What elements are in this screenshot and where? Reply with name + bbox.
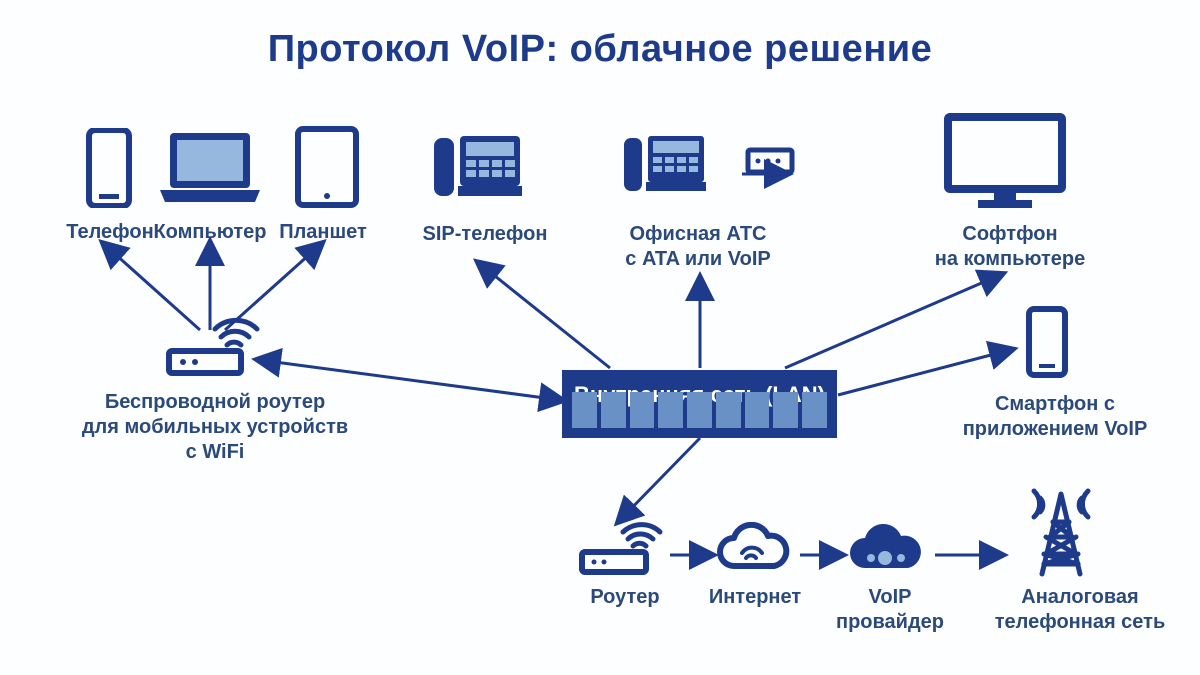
label-softphone: Софтфонна компьютере xyxy=(920,222,1100,272)
lan-switch: Внутренняя сеть (LAN) xyxy=(562,370,837,438)
label-computer: Компьютер xyxy=(145,220,275,245)
pbx-icon xyxy=(620,132,795,213)
label-wifi-router: Беспроводной роутердля мобильных устройс… xyxy=(75,390,355,465)
label-internet: Интернет xyxy=(700,585,810,610)
label-pbx: Офисная АТСс ATA или VoIP xyxy=(608,222,788,272)
wifi-router-icon xyxy=(165,315,265,385)
diagram-title: Протокол VoIP: облачное решение xyxy=(0,28,1200,71)
laptop-icon xyxy=(155,128,265,213)
tablet-icon xyxy=(295,126,359,213)
label-tablet: Планшет xyxy=(273,220,373,245)
label-smartphone: Смартфон сприложением VoIP xyxy=(960,392,1150,442)
label-voip: VoIPпровайдер xyxy=(835,585,945,635)
lan-ports xyxy=(572,392,827,428)
label-router: Роутер xyxy=(575,585,675,610)
phone-icon xyxy=(85,128,133,213)
label-sip-phone: SIP-телефон xyxy=(415,222,555,247)
voip-cloud-icon xyxy=(843,522,929,585)
monitor-icon xyxy=(940,112,1070,217)
router-icon xyxy=(578,520,668,583)
label-pstn: Аналоговаятелефонная сеть xyxy=(985,585,1175,635)
cloud-icon xyxy=(712,522,792,583)
tower-icon xyxy=(1022,482,1100,587)
smartphone-icon xyxy=(1025,306,1069,383)
sip-phone-icon xyxy=(428,130,528,215)
